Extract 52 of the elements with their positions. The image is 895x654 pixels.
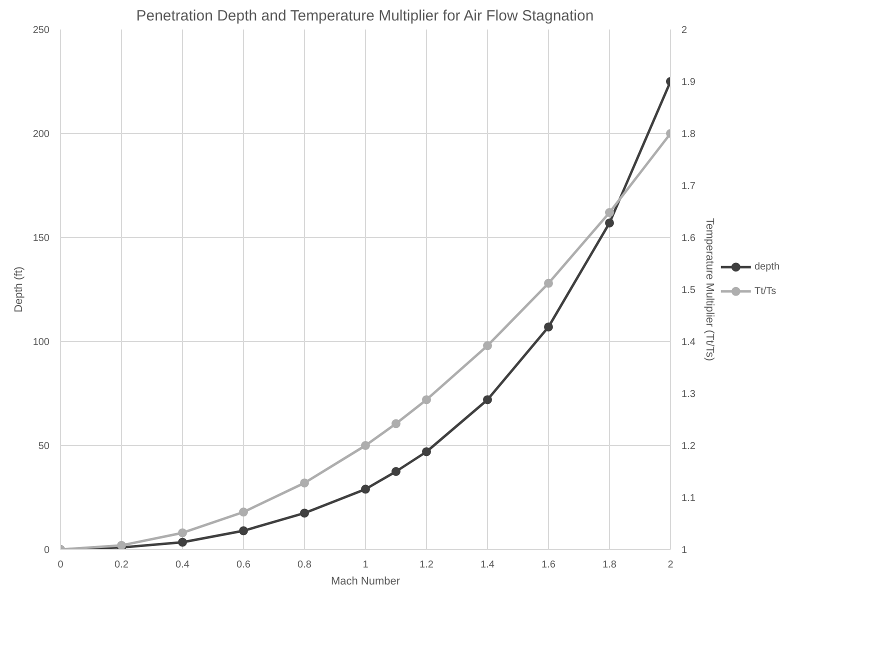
y-tick-label: 100 [32,337,50,348]
y2-axis-title: Temperature Multiplier (Tt/Ts) [703,218,716,362]
y-axis-title: Depth (ft) [12,266,25,312]
y2-tick-label: 1.4 [682,337,696,348]
point [361,484,370,494]
x-tick-label: 0.4 [176,560,190,570]
x-tick-label: 0.8 [298,560,312,570]
point [483,395,492,404]
x-tick-label: 0.2 [114,560,129,570]
point [422,447,431,456]
y-tick-label: 150 [32,233,50,244]
legend-label: depth [754,262,780,273]
point [239,526,248,536]
y2-tick-label: 1.7 [682,181,696,192]
x-axis-title: Mach Number [330,576,400,588]
y2-tick-label: 1.3 [682,389,696,400]
y2-tick-label: 1.1 [682,493,696,504]
y-tick-label: 250 [32,25,50,36]
x-tick-label: 1.6 [542,560,556,570]
point [239,508,248,517]
point [544,278,553,288]
point [178,528,187,538]
point [300,508,309,518]
y-tick-label: 200 [32,129,50,140]
x-tick-label: 1.4 [480,560,495,570]
y2-tick-label: 1.9 [682,77,696,88]
x-tick-label: 0 [58,560,64,570]
point [422,395,431,404]
x-tick-label: 2 [668,560,674,570]
point [605,208,614,218]
point [392,419,400,428]
y2-tick-label: 1.5 [682,285,696,296]
point [605,218,614,228]
chart-title: Penetration Depth and Temperature Multiplier for Air Flow Stagnation [136,8,594,24]
y2-tick-label: 1.8 [682,129,696,140]
y2-tick-label: 1 [682,545,688,556]
x-tick-label: 0.6 [236,560,251,570]
y2-tick-label: 1.6 [682,233,696,244]
x-tick-label: 1.8 [602,560,617,570]
x-tick-label: 1 [362,560,369,570]
point [544,322,553,332]
point [483,341,492,350]
point [392,467,400,476]
y-tick-label: 0 [44,545,50,556]
y2-tick-label: 1.2 [682,441,696,452]
point [178,538,187,547]
y-tick-label: 50 [38,441,50,452]
x-tick-label: 1.2 [420,560,434,570]
point [300,478,309,488]
point [361,441,370,450]
legend-label: Tt/Ts [754,286,776,297]
y2-tick-label: 2 [682,25,688,36]
